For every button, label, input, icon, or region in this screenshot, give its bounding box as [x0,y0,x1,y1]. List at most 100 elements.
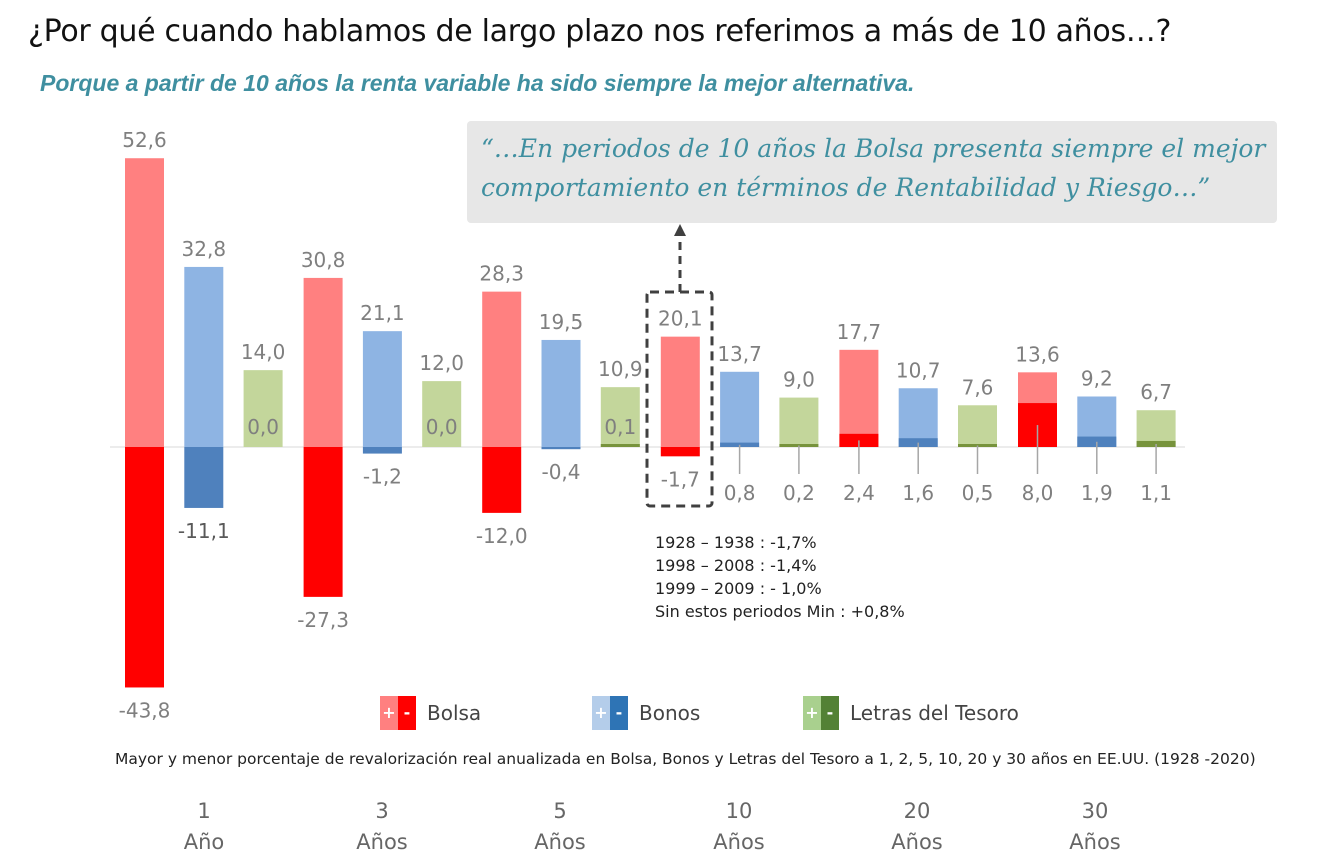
legend-swatch-min: - [610,696,628,730]
letras-max-label: 6,7 [1140,380,1172,404]
bolsa-min-label: -43,8 [119,698,171,722]
legend-label: Letras del Tesoro [850,701,1019,725]
period-unit: Años [891,830,943,854]
bolsa-max-bar [660,336,700,447]
letras-max-label: 10,9 [598,357,643,381]
bolsa-max-label: 17,7 [837,320,882,344]
period-unit: Años [356,830,408,854]
period-unit: Años [1069,830,1121,854]
bonos-min-bar [362,447,402,454]
note-line: Sin estos periodos Min : +0,8% [655,602,905,621]
bolsa-max-bar [839,349,879,447]
bonos-max-bar [720,371,760,447]
period-label-5: 5 Años [500,796,620,858]
bolsa-min-bar [303,447,343,597]
legend-swatch-max: + [803,696,821,730]
period-label-10: 10 Años [679,796,799,858]
period-number: 5 [553,799,567,823]
bonos-max-label: 9,2 [1081,366,1113,390]
letras-min-label: 0,0 [426,415,458,439]
bolsa-min-label: 8,0 [1022,481,1054,505]
bolsa-max-label: 52,6 [122,128,167,152]
letras-min-label: 0,0 [247,415,279,439]
bolsa-max-bar [125,158,164,447]
bonos-max-bar [184,266,224,447]
letras-min-bar [600,444,640,447]
period-number: 30 [1081,799,1109,823]
letras-max-bar [422,381,462,447]
letras-max-label: 9,0 [783,368,815,392]
bolsa-max-label: 30,8 [301,248,346,272]
legend-swatch-min: - [398,696,416,730]
letras-max-bar [600,387,640,447]
period-number: 1 [197,799,211,823]
quote-callout: “…En periodos de 10 años la Bolsa presen… [467,121,1277,223]
period-number: 20 [903,799,931,823]
bolsa-min-bar [482,447,522,513]
bolsa-max-bar [482,291,522,447]
letras-max-label: 12,0 [419,351,464,375]
bonos-max-label: 10,7 [896,358,941,382]
bolsa-min-label: -1,7 [661,467,700,491]
letras-min-label: 0,1 [604,415,636,439]
bonos-max-bar [362,331,402,447]
legend-swatch-max: + [380,696,398,730]
page-subtitle: Porque a partir de 10 años la renta vari… [40,70,915,96]
bolsa-min-label: -12,0 [476,524,528,548]
bolsa-max-bar [303,277,343,447]
bolsa-max-label: 28,3 [479,262,524,286]
bonos-min-label: -11,1 [178,519,230,543]
letras-max-bar [779,397,819,447]
letras-max-label: 7,6 [962,375,994,399]
bonos-min-label: 1,6 [902,481,934,505]
bonos-max-bar [898,388,938,447]
legend-swatch-min: - [821,696,839,730]
bonos-min-label: -1,2 [363,465,402,489]
bolsa-min-bar [125,447,164,688]
bolsa-max-label: 20,1 [658,307,703,331]
legend-label: Bonos [639,701,701,725]
note-line: 1999 – 2009 : - 1,0% [655,579,822,598]
exceptions-note: 1928 – 1938 : -1,7% 1998 – 2008 : -1,4% … [655,531,905,623]
bonos-max-bar [541,339,581,447]
bonos-max-label: 13,7 [717,342,762,366]
bolsa-min-label: -27,3 [297,608,349,632]
page-title: ¿Por qué cuando hablamos de largo plazo … [28,14,1172,49]
highlight-arrow-head [674,224,686,236]
note-line: 1998 – 2008 : -1,4% [655,556,817,575]
bonos-max-label: 32,8 [182,237,227,261]
bonos-min-label: 0,8 [724,481,756,505]
bolsa-max-label: 13,6 [1015,342,1060,366]
bonos-max-label: 19,5 [539,310,584,334]
period-number: 3 [375,799,389,823]
highlight-box [645,290,714,508]
bonos-min-bar [184,447,224,508]
legend-label: Bolsa [427,701,482,725]
bonos-min-bar [541,447,581,450]
period-label-20: 20 Años [857,796,977,858]
letras-max-bar [243,370,283,447]
period-unit: Año [183,830,225,854]
bolsa-min-bar [660,447,700,457]
period-label-3: 3 Años [322,796,442,858]
bonos-min-label: -0,4 [541,460,580,484]
period-number: 10 [725,799,753,823]
chart-caption: Mayor y menor porcentaje de revalorizaci… [115,750,1256,768]
period-unit: Años [534,830,586,854]
bolsa-min-label: 2,4 [843,481,875,505]
note-line: 1928 – 1938 : -1,7% [655,533,817,552]
letras-max-bar [958,405,997,447]
letras-max-bar [1136,410,1176,447]
letras-min-label: 1,1 [1140,481,1172,505]
letras-min-label: 0,5 [962,481,994,505]
quote-text: “…En periodos de 10 años la Bolsa presen… [481,134,1266,202]
letras-max-label: 14,0 [241,340,286,364]
period-label-1: 1 Año [144,796,264,858]
period-unit: Años [713,830,765,854]
legend-swatch-max: + [592,696,610,730]
range-bar-chart: 52,6 -43,8 30,8 -27,3 28,3 -12,0 20,1 -1,7 17,7 2… [110,128,1185,722]
bonos-max-label: 21,1 [360,301,405,325]
bonos-min-label: 1,9 [1081,481,1113,505]
letras-min-label: 0,2 [783,481,815,505]
period-label-30: 30 Años [1035,796,1155,858]
